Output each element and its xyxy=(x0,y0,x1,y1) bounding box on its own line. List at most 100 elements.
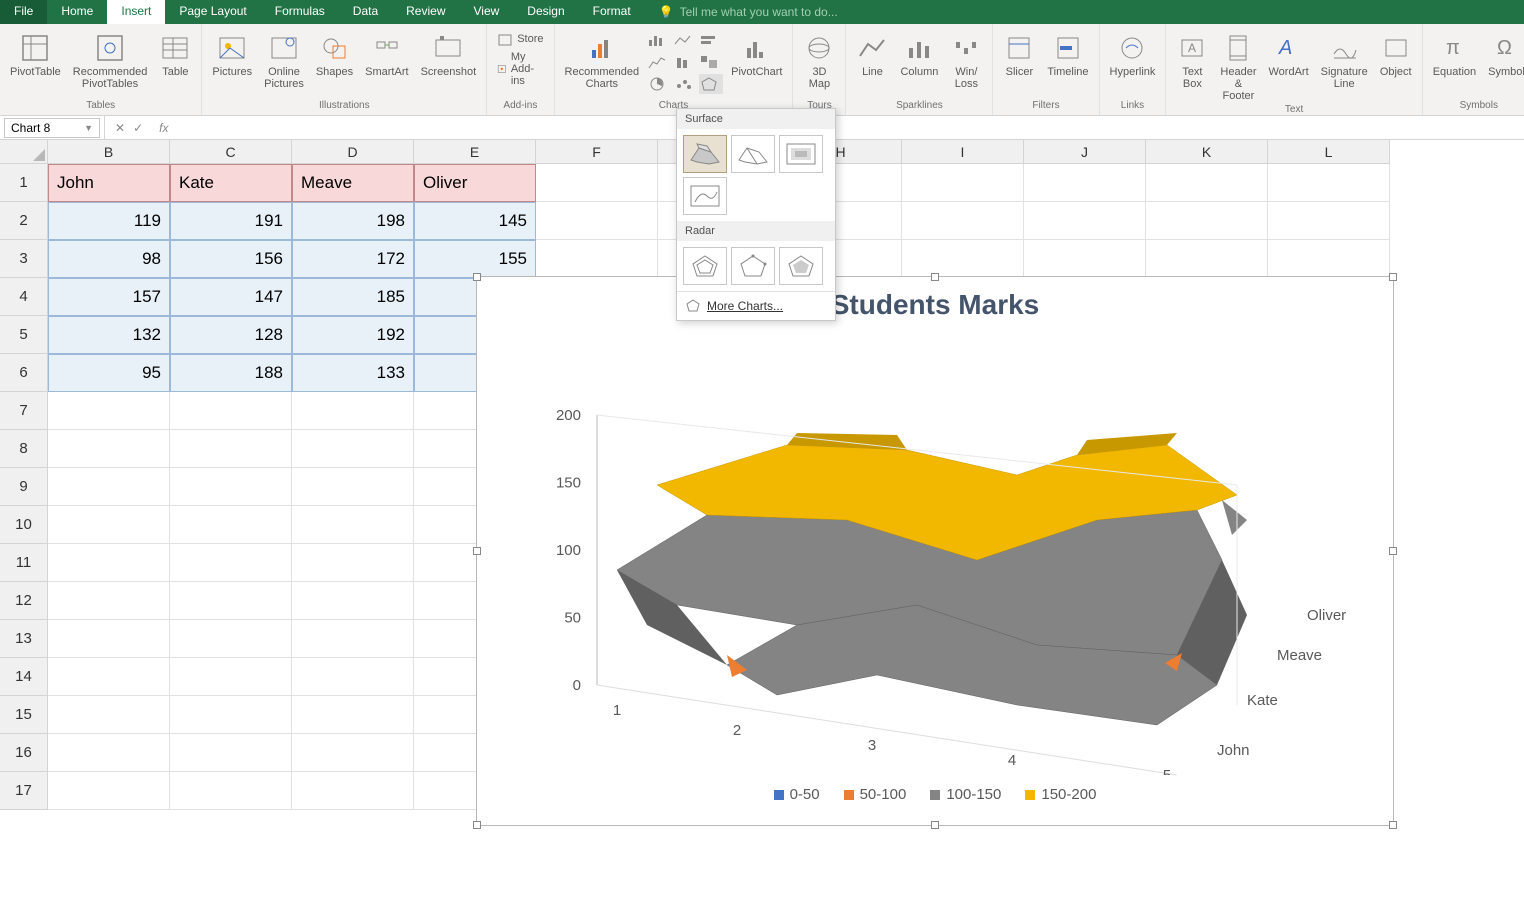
cell[interactable] xyxy=(170,734,292,772)
tab-data[interactable]: Data xyxy=(339,0,392,24)
column-header[interactable]: D xyxy=(292,140,414,164)
enter-formula-icon[interactable]: ✓ xyxy=(133,121,143,135)
chart-type-2[interactable] xyxy=(673,30,697,50)
cell[interactable] xyxy=(536,202,658,240)
cell[interactable]: 191 xyxy=(170,202,292,240)
column-header[interactable]: C xyxy=(170,140,292,164)
cell[interactable] xyxy=(170,696,292,734)
tab-format[interactable]: Format xyxy=(579,0,645,24)
row-header[interactable]: 5 xyxy=(0,316,48,354)
sparkline-winloss-button[interactable]: Win/ Loss xyxy=(946,30,986,92)
sparkline-line-button[interactable]: Line xyxy=(852,30,892,80)
row-header[interactable]: 1 xyxy=(0,164,48,202)
cell[interactable]: 157 xyxy=(48,278,170,316)
resize-handle-nw[interactable] xyxy=(473,273,481,281)
cell[interactable] xyxy=(170,772,292,810)
embedded-chart[interactable]: Students Marks 05010015020012345JohnKate… xyxy=(476,276,1394,826)
equation-button[interactable]: πEquation xyxy=(1429,30,1480,80)
cell[interactable]: 132 xyxy=(48,316,170,354)
cell[interactable] xyxy=(48,620,170,658)
cell[interactable] xyxy=(48,772,170,810)
object-button[interactable]: Object xyxy=(1376,30,1416,80)
row-header[interactable]: 4 xyxy=(0,278,48,316)
tab-formulas[interactable]: Formulas xyxy=(261,0,339,24)
cell[interactable] xyxy=(1146,164,1268,202)
column-header[interactable]: E xyxy=(414,140,536,164)
cell[interactable] xyxy=(292,392,414,430)
legend-item[interactable]: 0-50 xyxy=(774,786,820,803)
cell[interactable] xyxy=(292,696,414,734)
cell[interactable]: Meave xyxy=(292,164,414,202)
cell[interactable] xyxy=(170,544,292,582)
row-header[interactable]: 2 xyxy=(0,202,48,240)
cell[interactable]: 95 xyxy=(48,354,170,392)
cell[interactable]: Oliver xyxy=(414,164,536,202)
cell[interactable] xyxy=(292,468,414,506)
cell[interactable]: 185 xyxy=(292,278,414,316)
wordart-button[interactable]: AWordArt xyxy=(1264,30,1312,80)
pivot-chart-button[interactable]: PivotChart xyxy=(727,30,786,80)
row-header[interactable]: 14 xyxy=(0,658,48,696)
row-header[interactable]: 13 xyxy=(0,620,48,658)
cell[interactable] xyxy=(536,164,658,202)
tell-me-search[interactable]: 💡 Tell me what you want to do... xyxy=(645,0,852,24)
cell[interactable]: 98 xyxy=(48,240,170,278)
row-header[interactable]: 8 xyxy=(0,430,48,468)
cell[interactable] xyxy=(48,734,170,772)
name-box[interactable]: Chart 8 ▼ xyxy=(4,118,100,138)
cell[interactable] xyxy=(536,240,658,278)
cell[interactable] xyxy=(292,772,414,810)
row-header[interactable]: 7 xyxy=(0,392,48,430)
resize-handle-ne[interactable] xyxy=(1389,273,1397,281)
text-box-button[interactable]: AText Box xyxy=(1172,30,1212,92)
cell[interactable] xyxy=(902,164,1024,202)
row-header[interactable]: 11 xyxy=(0,544,48,582)
column-header[interactable]: I xyxy=(902,140,1024,164)
tab-review[interactable]: Review xyxy=(392,0,459,24)
resize-handle-n[interactable] xyxy=(931,273,939,281)
cell[interactable]: 188 xyxy=(170,354,292,392)
column-header[interactable]: F xyxy=(536,140,658,164)
cell[interactable] xyxy=(292,506,414,544)
chart-type-3[interactable] xyxy=(699,30,723,50)
cell[interactable] xyxy=(48,392,170,430)
recommended-charts-button[interactable]: Recommended Charts xyxy=(561,30,644,92)
chart-type-8[interactable] xyxy=(673,74,697,94)
cell[interactable]: 198 xyxy=(292,202,414,240)
surface-contour-option[interactable] xyxy=(779,135,823,173)
shapes-button[interactable]: Shapes xyxy=(312,30,357,80)
row-header[interactable]: 6 xyxy=(0,354,48,392)
tab-page-layout[interactable]: Page Layout xyxy=(165,0,260,24)
symbol-button[interactable]: ΩSymbol xyxy=(1484,30,1524,80)
chart-type-4[interactable] xyxy=(647,52,671,72)
column-header[interactable]: J xyxy=(1024,140,1146,164)
cell[interactable] xyxy=(170,430,292,468)
legend-item[interactable]: 100-150 xyxy=(930,786,1001,803)
cell[interactable] xyxy=(170,468,292,506)
cell[interactable] xyxy=(170,392,292,430)
pivot-table-button[interactable]: PivotTable xyxy=(6,30,65,80)
pictures-button[interactable]: Pictures xyxy=(208,30,256,80)
hyperlink-button[interactable]: Hyperlink xyxy=(1106,30,1160,80)
sparkline-column-button[interactable]: Column xyxy=(896,30,942,80)
surface-contour-wireframe-option[interactable] xyxy=(683,177,727,215)
slicer-button[interactable]: Slicer xyxy=(999,30,1039,80)
radar-markers-option[interactable] xyxy=(731,247,775,285)
timeline-button[interactable]: Timeline xyxy=(1043,30,1092,80)
row-header[interactable]: 17 xyxy=(0,772,48,810)
cell[interactable] xyxy=(292,430,414,468)
tab-design[interactable]: Design xyxy=(513,0,578,24)
signature-line-button[interactable]: Signature Line xyxy=(1317,30,1372,92)
recommended-pivot-button[interactable]: Recommended PivotTables xyxy=(69,30,152,92)
column-header[interactable]: L xyxy=(1268,140,1390,164)
cell[interactable] xyxy=(292,658,414,696)
chart-legend[interactable]: 0-5050-100100-150150-200 xyxy=(477,780,1393,809)
cell[interactable]: 119 xyxy=(48,202,170,240)
cell[interactable] xyxy=(1024,202,1146,240)
cell[interactable] xyxy=(48,582,170,620)
surface-3d-chart-option[interactable] xyxy=(683,135,727,173)
name-box-dropdown-icon[interactable]: ▼ xyxy=(84,123,93,133)
radar-chart-option[interactable] xyxy=(683,247,727,285)
cell[interactable] xyxy=(1268,240,1390,278)
formula-input[interactable] xyxy=(174,121,1524,135)
